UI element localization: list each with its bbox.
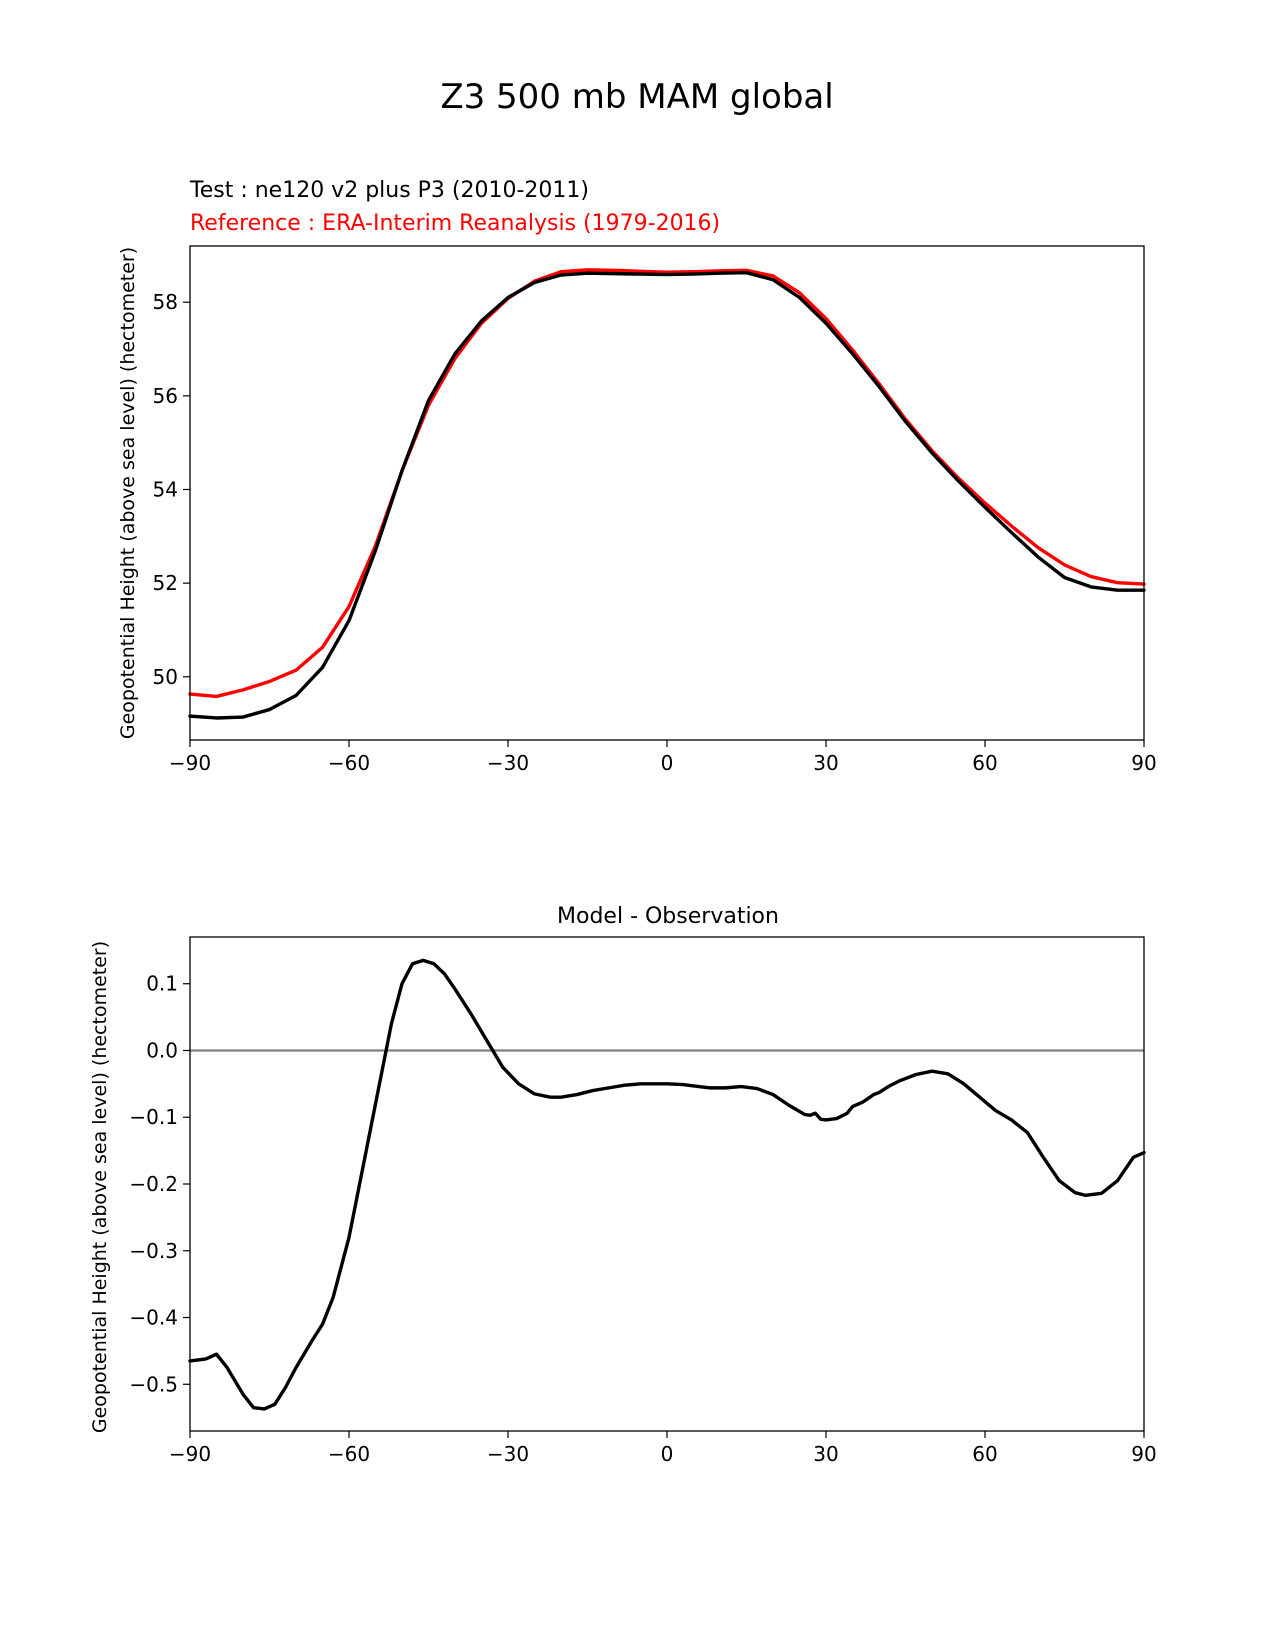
x-tick-label: 0 bbox=[661, 1442, 674, 1466]
test-label: Test : ne120 v2 plus P3 (2010-2011) bbox=[189, 178, 589, 203]
bottom-chart-title: Model - Observation bbox=[557, 904, 779, 929]
top-plot-area: −90 −60 −30 0 30 60 90 50 52 54 56 58 bbox=[153, 245, 1157, 775]
y-tick-label: 52 bbox=[153, 571, 178, 595]
x-tick-label: −90 bbox=[169, 1442, 211, 1466]
series-line-reference bbox=[188, 268, 1146, 699]
y-tick-label: 0.0 bbox=[146, 1038, 178, 1062]
bottom-chart: Model - Observation Geopotential Height … bbox=[89, 904, 1157, 1466]
top-y-axis-label: Geopotential Height (above sea level) (h… bbox=[117, 247, 139, 739]
y-tick-label: −0.3 bbox=[129, 1239, 178, 1263]
x-tick-label: −30 bbox=[487, 751, 529, 775]
y-tick-label: 54 bbox=[153, 477, 178, 501]
x-tick-label: 0 bbox=[661, 751, 674, 775]
x-tick-label: 90 bbox=[1131, 751, 1156, 775]
x-tick-label: −60 bbox=[328, 1442, 370, 1466]
y-tick-label: 56 bbox=[153, 384, 178, 408]
reference-label: Reference : ERA-Interim Reanalysis (1979… bbox=[190, 211, 720, 236]
y-tick-label: 0.1 bbox=[146, 972, 178, 996]
x-tick-label: 90 bbox=[1131, 1442, 1156, 1466]
x-tick-label: −60 bbox=[328, 751, 370, 775]
bottom-plot-area: −90 −60 −30 0 30 60 90 0.1 0.0 −0.1 −0.2 −0.3 −0.4 −0… bbox=[129, 936, 1157, 1466]
series-line-test bbox=[188, 270, 1146, 720]
y-tick-label: −0.5 bbox=[129, 1372, 178, 1396]
x-tick-label: 60 bbox=[972, 1442, 997, 1466]
top-chart: Test : ne120 v2 plus P3 (2010-2011) Refe… bbox=[117, 178, 1157, 775]
x-tick-label: 30 bbox=[813, 751, 838, 775]
x-tick-label: −90 bbox=[169, 751, 211, 775]
y-tick-label: 58 bbox=[153, 290, 178, 314]
x-tick-label: 60 bbox=[972, 751, 997, 775]
y-tick-label: −0.4 bbox=[129, 1306, 178, 1330]
bottom-y-axis-label: Geopotential Height (above sea level) (h… bbox=[89, 941, 111, 1433]
x-tick-label: 30 bbox=[813, 1442, 838, 1466]
axes-frame bbox=[189, 936, 1145, 1432]
x-tick-label: −30 bbox=[487, 1442, 529, 1466]
series-line-model-observation bbox=[188, 958, 1146, 1411]
figure-title: Z3 500 mb MAM global bbox=[440, 77, 833, 117]
axes-frame bbox=[189, 245, 1145, 741]
y-tick-label: −0.2 bbox=[129, 1172, 178, 1196]
y-tick-label: 50 bbox=[153, 665, 178, 689]
y-tick-label: −0.1 bbox=[129, 1105, 178, 1129]
